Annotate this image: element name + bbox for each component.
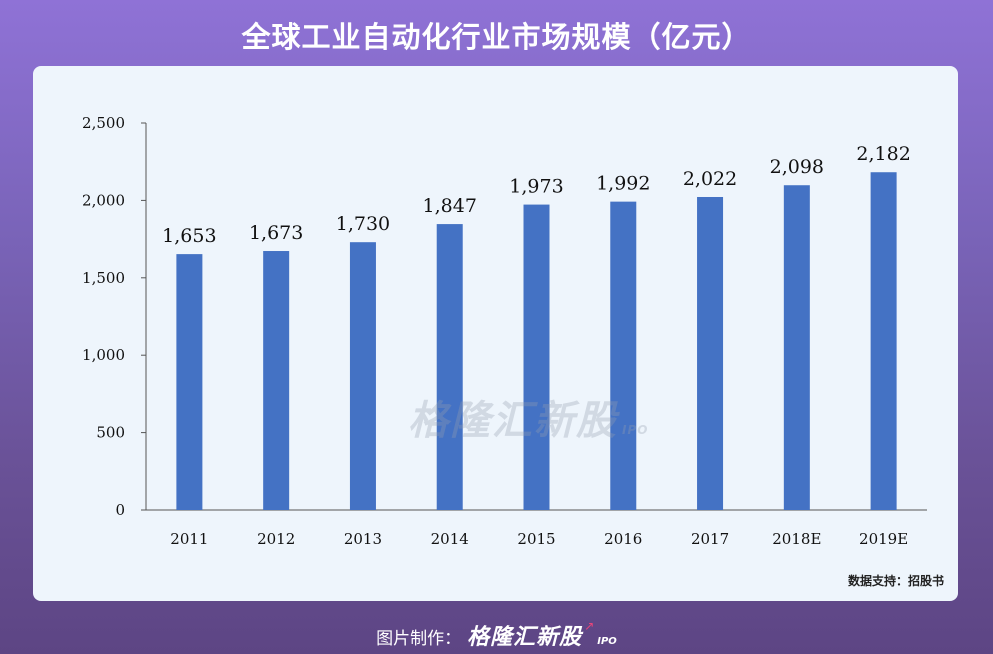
x-tick-label: 2019E <box>859 530 908 548</box>
y-tick-label: 2,000 <box>82 191 125 209</box>
y-tick-label: 1,000 <box>82 346 125 364</box>
bar-2015 <box>523 204 550 511</box>
bar-chart: 0 500 1,000 1,500 2,000 2,500 1,653 1,673 1,730… <box>82 114 927 548</box>
data-label-2018E: 2,098 <box>770 156 824 178</box>
y-tick-label: 2,500 <box>82 114 125 132</box>
bar-2019E <box>870 172 897 510</box>
x-tick-group: 2011 2012 2013 2014 2015 2016 2017 2018E 2019E <box>170 530 908 548</box>
bar-2017 <box>697 196 724 511</box>
data-label-2017: 2,022 <box>683 168 737 190</box>
y-tick-label: 500 <box>96 424 125 442</box>
x-tick-label: 2017 <box>691 530 729 548</box>
y-tick-group: 0 500 1,000 1,500 2,000 2,500 <box>82 114 146 519</box>
bar-2012 <box>263 251 290 510</box>
data-label-2011: 1,653 <box>162 225 216 247</box>
chart-card: 0 500 1,000 1,500 2,000 2,500 1,653 1,673 1,730… <box>33 66 958 601</box>
bar-group <box>176 172 897 511</box>
x-tick-label: 2011 <box>170 530 208 548</box>
footer-prefix: 图片制作： <box>376 629 462 649</box>
data-label-2013: 1,730 <box>336 213 390 235</box>
footer: 图片制作： 格隆汇新股 ↗IPO <box>0 619 993 651</box>
data-label-2015: 1,973 <box>509 176 563 198</box>
x-tick-label: 2018E <box>772 530 821 548</box>
data-label-2012: 1,673 <box>249 222 303 244</box>
data-label-2019E: 2,182 <box>856 143 910 165</box>
x-tick-label: 2015 <box>517 530 555 548</box>
watermark-ipo: IPO <box>622 423 649 437</box>
watermark: 格隆汇新股 IPO <box>408 388 648 446</box>
bar-2014 <box>436 224 463 510</box>
data-label-2014: 1,847 <box>423 195 477 217</box>
x-tick-label: 2014 <box>431 530 469 548</box>
footer-brand-ipo: IPO <box>597 636 617 647</box>
data-label-2016: 1,992 <box>596 173 650 195</box>
watermark-text: 格隆汇新股 <box>408 398 618 444</box>
x-tick-label: 2012 <box>257 530 295 548</box>
y-tick-label: 1,500 <box>82 269 125 287</box>
data-label-group: 1,653 1,673 1,730 1,847 1,973 1,992 2,022 2,098… <box>162 143 911 247</box>
bar-2018E <box>783 185 810 510</box>
bar-2016 <box>610 201 637 510</box>
trend-arrow-icon: ↗ <box>584 619 595 633</box>
source-note: 数据支持：招股书 <box>847 574 944 588</box>
x-tick-label: 2016 <box>604 530 642 548</box>
x-tick-label: 2013 <box>344 530 382 548</box>
bar-2011 <box>176 254 203 510</box>
footer-brand: 格隆汇新股 <box>467 625 583 650</box>
y-tick-label: 0 <box>115 501 125 519</box>
bar-2013 <box>349 242 376 511</box>
chart-title: 全球工业自动化行业市场规模（亿元） <box>241 20 752 54</box>
